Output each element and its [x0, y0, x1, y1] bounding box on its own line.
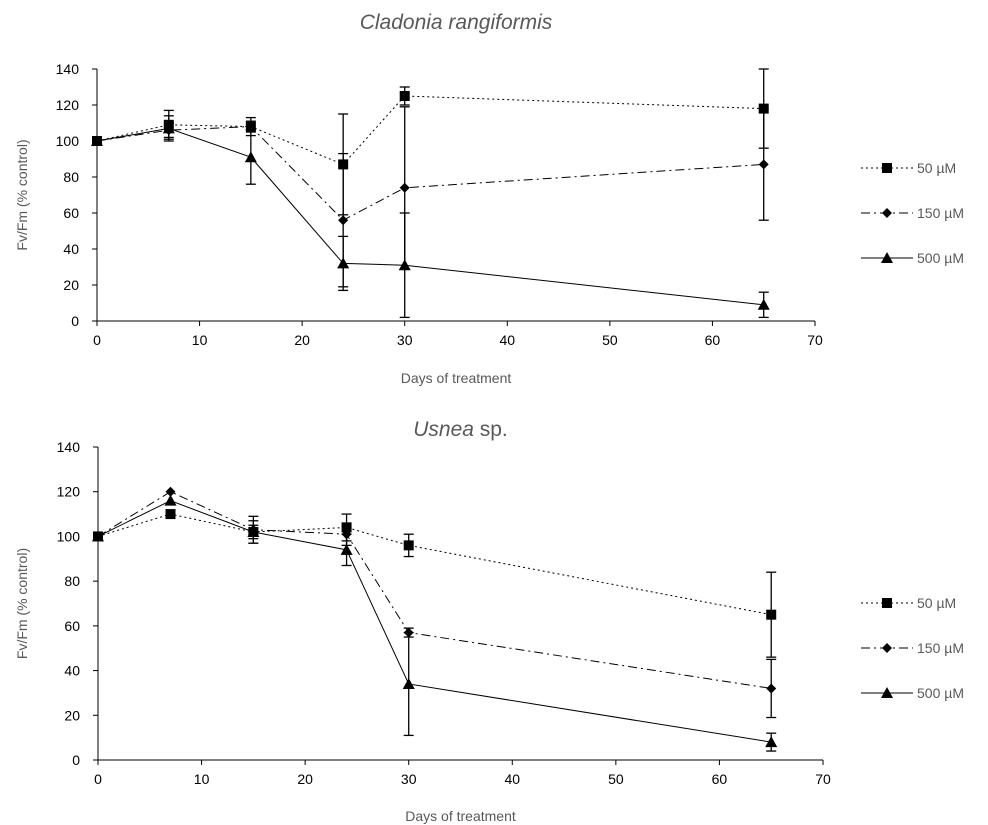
x-tick-label: 70 [815, 771, 831, 787]
data-point-triangle [340, 543, 353, 555]
series-square [93, 509, 777, 658]
data-point-triangle [92, 530, 104, 542]
legend-entry: 50 µM [861, 595, 956, 611]
legend-marker-square [882, 163, 892, 173]
data-point-triangle [398, 259, 411, 271]
data-point-triangle [247, 525, 260, 537]
x-axis-title: Days of treatment [401, 370, 512, 386]
series-line [97, 513, 772, 616]
series-line [97, 491, 772, 689]
data-point-triangle [164, 494, 177, 506]
x-tick-label: 20 [297, 771, 313, 787]
legend-label: 500 µM [917, 250, 964, 266]
data-point-triangle [244, 151, 257, 163]
legend-entry: 50 µM [861, 160, 956, 176]
legend-marker-diamond [882, 208, 892, 218]
data-point-triangle [91, 135, 103, 146]
data-point-diamond [399, 182, 410, 193]
y-tick-label: 80 [64, 573, 80, 589]
x-tick-label: 0 [94, 771, 102, 787]
x-tick-label: 60 [705, 332, 721, 348]
chart-panel-usnea: Usnea sp. 0 10 20 30 40 50 60 70 0 20 40 60 80 100 120 1… [14, 418, 964, 824]
series-triangle [92, 494, 778, 752]
y-tick-label: 60 [64, 618, 80, 634]
y-tick-label: 20 [63, 277, 79, 293]
x-tick-label: 10 [194, 771, 210, 787]
series-square [92, 68, 769, 216]
data-point-diamond [165, 486, 176, 497]
x-tick-label: 40 [504, 771, 520, 787]
series-line [96, 95, 764, 165]
y-tick-label: 20 [64, 707, 80, 723]
x-tick-label: 30 [397, 332, 413, 348]
data-point-diamond [245, 121, 256, 132]
y-tick-label: 120 [57, 484, 81, 500]
legend-marker-square [882, 598, 892, 608]
x-tick-label: 30 [401, 771, 417, 787]
legend-entry: 500 µM [861, 685, 964, 701]
data-point-triangle [162, 122, 175, 134]
series-triangle [91, 115, 770, 319]
y-tick-label: 40 [64, 663, 80, 679]
x-tick-label: 60 [712, 771, 728, 787]
series-line [96, 126, 764, 221]
y-tick-label: 0 [71, 313, 79, 329]
legend-label: 50 µM [917, 595, 956, 611]
chart-title: Usnea sp. [413, 418, 508, 441]
chart-title-italic: Cladonia rangiformis [360, 11, 553, 34]
x-tick-label: 40 [499, 332, 515, 348]
data-point-triangle [337, 257, 350, 269]
chart-panel-cladonia: Cladonia rangiformis 0 10 20 30 40 50 60 70 0 20 40… [14, 11, 964, 386]
x-tick-label: 70 [807, 332, 823, 348]
data-point-diamond [766, 683, 777, 694]
chart-title-italic: Usnea [413, 418, 474, 441]
series-diamond [93, 486, 777, 719]
data-point-square [403, 540, 414, 551]
data-point-diamond [758, 159, 769, 170]
y-tick-label: 100 [56, 133, 80, 149]
legend-label: 150 µM [917, 640, 964, 656]
legend-label: 500 µM [917, 685, 964, 701]
y-tick-label: 140 [56, 61, 80, 77]
data-point-square [165, 509, 176, 520]
legend-marker-diamond [882, 643, 892, 653]
x-tick-label: 50 [602, 332, 618, 348]
legend-label: 50 µM [917, 160, 956, 176]
legend-marker-triangle [881, 252, 893, 263]
x-tick-label: 20 [294, 332, 310, 348]
x-tick-label: 10 [192, 332, 208, 348]
x-axis-title: Days of treatment [405, 808, 516, 824]
x-tick-label: 50 [608, 771, 624, 787]
y-tick-label: 40 [63, 241, 79, 257]
data-point-diamond [338, 215, 349, 226]
series-diamond [92, 106, 769, 288]
data-point-triangle [757, 298, 770, 310]
legend-entry: 500 µM [861, 250, 964, 266]
legend-entry: 150 µM [861, 205, 964, 221]
data-point-triangle [765, 736, 778, 748]
y-tick-label: 100 [57, 528, 81, 544]
legend-marker-triangle [881, 687, 893, 698]
series-line [97, 500, 772, 743]
y-tick-label: 0 [72, 752, 80, 768]
series-line [96, 127, 764, 306]
data-point-square [766, 609, 777, 620]
chart-title: Cladonia rangiformis [360, 11, 553, 34]
legend-entry: 150 µM [861, 640, 964, 656]
chart-title-rest: sp. [474, 418, 508, 441]
y-tick-label: 140 [57, 439, 81, 455]
data-point-square [399, 91, 410, 101]
data-point-triangle [402, 677, 415, 689]
x-tick-label: 0 [93, 332, 101, 348]
y-tick-label: 120 [56, 97, 80, 113]
y-tick-label: 80 [63, 169, 79, 185]
y-axis-title: Fv/Fm (% control) [14, 548, 30, 659]
y-axis-title: Fv/Fm (% control) [14, 139, 30, 250]
y-tick-label: 60 [63, 205, 79, 221]
legend-label: 150 µM [917, 205, 964, 221]
